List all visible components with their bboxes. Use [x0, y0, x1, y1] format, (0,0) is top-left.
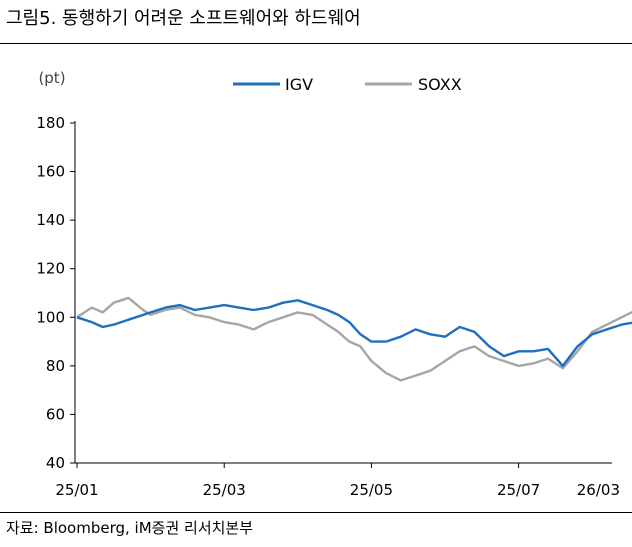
y-tick-label: 120	[36, 260, 65, 278]
source-note: 자료: Bloomberg, iM증권 리서치본부	[6, 519, 254, 537]
x-tick-label: 25/03	[203, 481, 246, 499]
y-tick-label: 80	[46, 357, 65, 375]
legend-label-igv: IGV	[285, 75, 313, 94]
title-rule	[0, 43, 632, 44]
y-axis-label: (pt)	[38, 69, 65, 87]
y-axis: 40 60 80 100 120 140 160 180	[36, 114, 76, 472]
y-tick-label: 180	[36, 114, 65, 132]
footer-rule	[0, 512, 632, 513]
y-tick-label: 100	[36, 308, 65, 326]
y-tick-label: 140	[36, 211, 65, 229]
legend: IGV SOXX	[233, 75, 462, 94]
x-tick-label: 25/01	[55, 481, 98, 499]
x-tick-label: 25/07	[497, 481, 540, 499]
legend-label-soxx: SOXX	[418, 75, 462, 94]
y-tick-label: 160	[36, 163, 65, 181]
x-tick-label: 26/03	[577, 481, 620, 499]
series-lines	[76, 296, 632, 382]
y-tick-label: 40	[46, 454, 65, 472]
series-line-igv	[76, 299, 632, 368]
series-line-soxx	[76, 296, 632, 382]
y-tick-label: 60	[46, 405, 65, 423]
x-tick-label: 25/05	[350, 481, 393, 499]
figure-title: 그림5. 동행하기 어려운 소프트웨어와 하드웨어	[6, 8, 361, 29]
